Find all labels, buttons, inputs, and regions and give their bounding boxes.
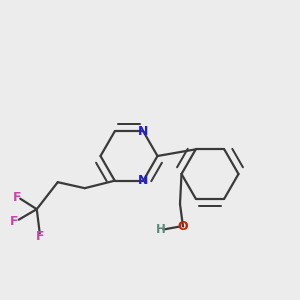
Text: H: H xyxy=(156,223,165,236)
Text: N: N xyxy=(138,174,148,187)
Text: F: F xyxy=(35,230,44,243)
Text: N: N xyxy=(138,125,148,138)
Text: F: F xyxy=(10,215,19,228)
Text: O: O xyxy=(178,220,188,233)
Text: F: F xyxy=(13,191,22,204)
